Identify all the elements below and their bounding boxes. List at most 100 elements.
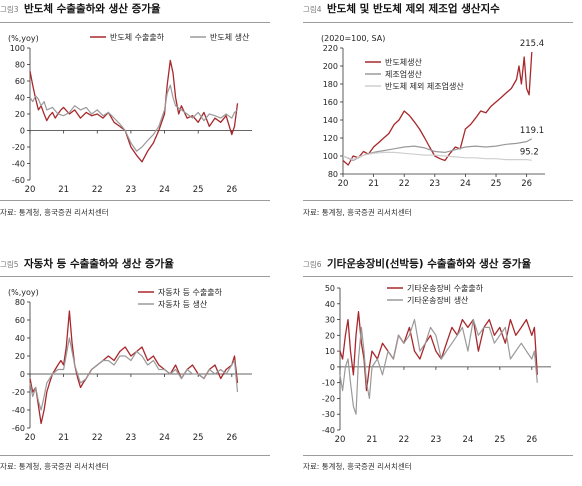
x-tick-label: 26 — [226, 185, 237, 195]
x-tick-label: 23 — [125, 433, 136, 443]
title-rule — [0, 22, 270, 23]
y-tick-label: 180 — [323, 80, 338, 89]
x-tick-label: 22 — [399, 435, 410, 445]
x-tick-label: 20 — [338, 179, 349, 189]
series-line — [342, 52, 533, 166]
y-tick-label: 20 — [15, 352, 25, 361]
y-tick-label: 160 — [323, 98, 338, 107]
figure-number: 그림4 — [303, 5, 322, 14]
y-tick-label: 120 — [323, 134, 338, 143]
title-rule — [303, 22, 573, 23]
legend-label: 기타운송장비 수출출하 — [407, 283, 484, 293]
x-tick-label: 26 — [521, 179, 532, 189]
y-tick-label: -20 — [12, 143, 25, 152]
legend-label: 자동차 등 수출출하 — [158, 287, 223, 297]
y-tick-label: -30 — [322, 410, 335, 419]
series-line — [29, 84, 238, 152]
y-tick-label: 20 — [15, 110, 25, 119]
y-tick-label: 80 — [15, 61, 25, 70]
source-note: 자료: 통계청, 흥국증권 리서치센터 — [0, 462, 109, 471]
end-value-label: 119.1 — [520, 126, 544, 136]
figure-number: 그림5 — [0, 260, 19, 269]
x-tick-label: 24 — [159, 433, 170, 443]
x-tick-label: 25 — [193, 433, 204, 443]
x-tick-label: 21 — [58, 185, 69, 195]
x-tick-label: 25 — [494, 435, 505, 445]
source-rule — [303, 200, 573, 201]
end-value-label: 95.2 — [520, 147, 539, 157]
source-rule — [0, 200, 270, 201]
chart-semiconductor-growth: (%,yoy) -60 -40 -20 0 20 40 60 80 100 20 21 22 23 24 25… — [8, 32, 252, 195]
x-tick-label: 25 — [193, 185, 204, 195]
chart-auto-growth: (%,yoy) -60 -40 -20 0 20 40 60 80 20 21 22 23 24 25 26 자… — [8, 287, 252, 443]
y-tick-label: -10 — [322, 379, 335, 388]
y-unit-label: (2020=100, SA) — [321, 34, 385, 43]
x-tick-label: 20 — [335, 435, 346, 445]
title-rule — [303, 276, 573, 277]
chart-title: 기타운송장비(선박등) 수출출하와 생산 증가율 — [327, 258, 532, 270]
y-tick-label: 50 — [325, 284, 335, 293]
y-tick-label: -60 — [12, 176, 25, 185]
y-tick-label: 80 — [328, 170, 338, 179]
y-tick-label: 0 — [20, 370, 25, 379]
y-tick-label: 20 — [325, 331, 335, 340]
chart-production-index: (2020=100, SA) 80 100 120 140 160 180 200 220 20 2… — [321, 34, 545, 189]
source-note: 자료: 통계청, 흥국증권 리서치센터 — [0, 208, 109, 217]
y-tick-label: -20 — [12, 388, 25, 397]
series-line — [29, 310, 239, 425]
y-tick-label: -20 — [322, 394, 335, 403]
chart-panel-ship-growth: 그림6 기타운송장비(선박등) 수출출하와 생산 증가율 -40 -30 -20 -1… — [303, 255, 573, 485]
x-tick-label: 24 — [159, 185, 170, 195]
y-tick-label: 40 — [325, 300, 335, 309]
legend-label: 반도체 수출출하 — [110, 32, 165, 42]
x-tick-label: 22 — [92, 433, 103, 443]
y-unit-label: (%,yoy) — [8, 288, 39, 297]
y-tick-label: 10 — [325, 347, 335, 356]
chart-panel-auto-growth: 그림5 자동차 등 수출출하와 생산 증가율 (%,yoy) -60 -40 -20 0… — [0, 255, 270, 485]
legend-label: 자동차 등 생산 — [158, 299, 208, 309]
y-tick-label: 30 — [325, 316, 335, 325]
y-tick-label: 100 — [323, 152, 338, 161]
y-tick-label: 60 — [15, 316, 25, 325]
x-tick-label: 22 — [399, 179, 410, 189]
y-tick-label: -40 — [12, 406, 25, 415]
source-rule — [303, 455, 573, 456]
series-line — [339, 311, 538, 392]
x-tick-label: 23 — [429, 179, 440, 189]
x-tick-label: 21 — [367, 435, 378, 445]
x-tick-label: 24 — [462, 435, 473, 445]
source-note: 자료: 통계청, 흥국증권 리서치센터 — [303, 208, 412, 217]
y-tick-label: -60 — [12, 424, 25, 433]
chart-ship-growth: -40 -30 -20 -10 0 10 20 30 40 50 20 21 22 23 24 25 26 기타운… — [322, 283, 551, 445]
chart-panel-production-index: 그림4 반도체 및 반도체 제외 제조업 생산지수 (2020=100, SA)… — [303, 0, 573, 230]
x-tick-label: 25 — [491, 179, 502, 189]
chart-title: 자동차 등 수출출하와 생산 증가율 — [24, 258, 174, 270]
figure-number: 그림3 — [0, 5, 19, 14]
y-tick-label: 40 — [15, 334, 25, 343]
figure-number: 그림6 — [303, 260, 322, 269]
x-tick-label: 26 — [226, 433, 237, 443]
x-tick-label: 20 — [25, 433, 36, 443]
series-line — [29, 59, 239, 163]
x-tick-label: 20 — [25, 185, 36, 195]
series-line — [339, 318, 538, 415]
y-tick-label: 40 — [15, 94, 25, 103]
legend-label: 반도체 생산 — [210, 32, 250, 42]
y-tick-label: 220 — [323, 44, 338, 53]
y-tick-label: 100 — [10, 44, 25, 53]
y-tick-label: 140 — [323, 116, 338, 125]
y-tick-label: 0 — [330, 363, 335, 372]
source-note: 자료: 통계청, 흥국증권 리서치센터 — [303, 462, 412, 471]
series-line — [342, 151, 532, 161]
y-tick-label: 200 — [323, 62, 338, 71]
x-tick-label: 26 — [526, 435, 537, 445]
x-tick-label: 21 — [368, 179, 379, 189]
chart-panel-semiconductor-growth: 그림3 반도체 수출출하와 생산 증가율 (%,yoy) -60 -40 -20 0 20… — [0, 0, 270, 230]
series-line — [29, 337, 239, 411]
chart-title: 반도체 수출출하와 생산 증가율 — [24, 3, 161, 15]
y-tick-label: 80 — [15, 298, 25, 307]
title-rule — [0, 276, 270, 277]
legend-label: 기타운송장비 생산 — [407, 295, 469, 305]
legend-label: 반도체 제외 제조업생산 — [385, 81, 464, 91]
x-tick-label: 23 — [430, 435, 441, 445]
